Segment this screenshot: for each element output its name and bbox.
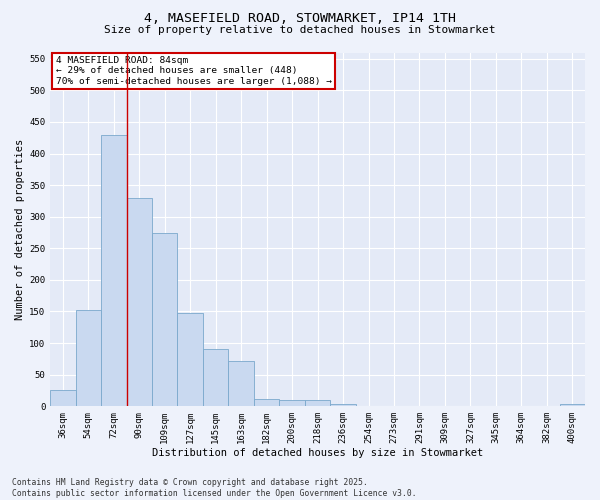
Text: Size of property relative to detached houses in Stowmarket: Size of property relative to detached ho… bbox=[104, 25, 496, 35]
Y-axis label: Number of detached properties: Number of detached properties bbox=[15, 138, 25, 320]
Bar bbox=[305, 400, 331, 406]
Bar bbox=[331, 404, 356, 406]
Bar bbox=[560, 404, 585, 406]
Bar bbox=[127, 198, 152, 406]
X-axis label: Distribution of detached houses by size in Stowmarket: Distribution of detached houses by size … bbox=[152, 448, 483, 458]
Text: 4, MASEFIELD ROAD, STOWMARKET, IP14 1TH: 4, MASEFIELD ROAD, STOWMARKET, IP14 1TH bbox=[144, 12, 456, 26]
Bar bbox=[101, 134, 127, 406]
Bar bbox=[50, 390, 76, 406]
Bar bbox=[152, 232, 178, 406]
Text: Contains HM Land Registry data © Crown copyright and database right 2025.
Contai: Contains HM Land Registry data © Crown c… bbox=[12, 478, 416, 498]
Bar bbox=[254, 398, 280, 406]
Bar bbox=[280, 400, 305, 406]
Bar bbox=[76, 310, 101, 406]
Bar bbox=[229, 360, 254, 406]
Text: 4 MASEFIELD ROAD: 84sqm
← 29% of detached houses are smaller (448)
70% of semi-d: 4 MASEFIELD ROAD: 84sqm ← 29% of detache… bbox=[56, 56, 332, 86]
Bar bbox=[178, 312, 203, 406]
Bar bbox=[203, 350, 229, 406]
